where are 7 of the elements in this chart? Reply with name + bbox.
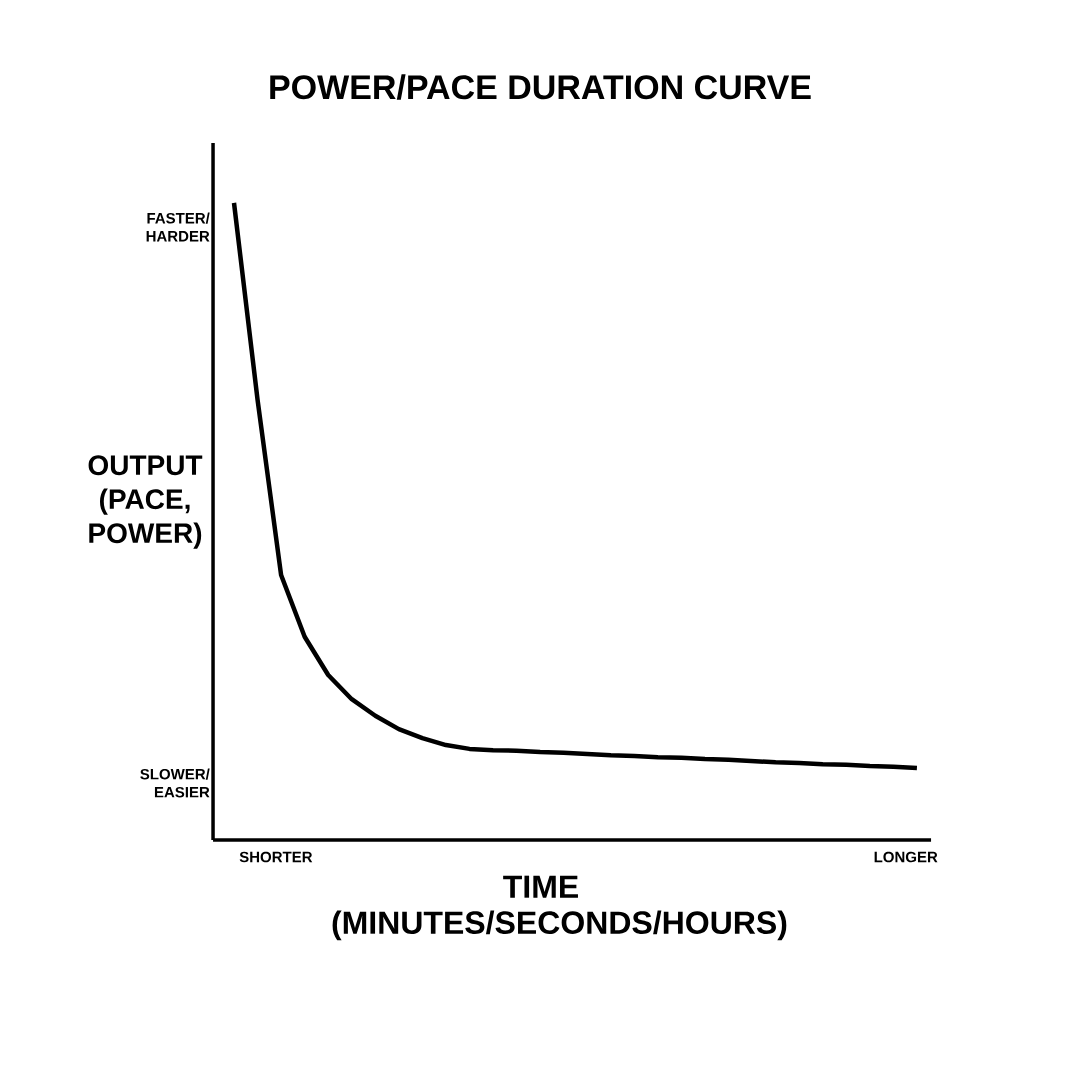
text: FASTER/ HARDER (146, 212, 210, 242)
x-axis-title: TIME (MINUTES/SECONDS/HOURS) (332, 875, 787, 941)
text: SHORTER (239, 851, 313, 863)
chart-title: POWER/PACE DURATION CURVE (270, 74, 811, 100)
y-axis-title: OUTPUT (PACE, POWER) (88, 455, 203, 549)
text: SLOWER/ EASIER (140, 768, 210, 798)
text: LONGER (874, 851, 938, 863)
